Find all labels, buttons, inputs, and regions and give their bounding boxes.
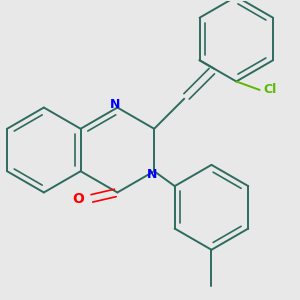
Text: Cl: Cl	[264, 83, 277, 97]
Text: N: N	[110, 98, 121, 111]
Text: O: O	[72, 192, 84, 206]
Text: N: N	[147, 168, 157, 181]
